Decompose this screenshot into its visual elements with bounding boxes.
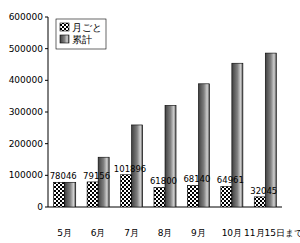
x-tick-label: 6月	[91, 228, 106, 238]
y-tick-label: 600000	[9, 12, 44, 22]
y-tick	[45, 175, 48, 176]
data-label: 79156	[83, 171, 110, 181]
bar	[121, 175, 132, 207]
legend-swatch	[60, 35, 69, 43]
y-tick-label: 100000	[9, 170, 44, 180]
x-tick-label: 8月	[158, 228, 173, 238]
data-label: 32045	[250, 186, 277, 196]
data-label: 64961	[217, 175, 244, 185]
y-tick	[45, 112, 48, 113]
bar	[198, 84, 209, 207]
legend-label: 累計	[72, 34, 92, 45]
x-tick-label: 9月	[191, 228, 206, 238]
y-tick	[45, 143, 48, 144]
y-tick-label: 200000	[9, 139, 44, 149]
bar	[54, 182, 65, 207]
bar	[221, 186, 232, 207]
y-tick-label: 300000	[9, 107, 44, 117]
y-tick-label: 0	[37, 202, 43, 212]
bar	[98, 157, 109, 207]
legend-box	[56, 19, 106, 49]
chart-svg: 0 100000 200000 300000 400000 500000 600000 780…	[0, 0, 300, 243]
x-tick-label: 11月15日まで	[244, 228, 300, 238]
bar	[265, 53, 276, 207]
y-tick	[45, 207, 48, 208]
bar	[187, 185, 198, 207]
y-tick-label: 400000	[9, 75, 44, 85]
legend-label: 月ごと	[72, 22, 102, 33]
legend: 月ごと累計	[56, 19, 106, 49]
bar	[87, 182, 98, 207]
bar	[254, 197, 265, 207]
bars	[54, 53, 277, 207]
y-tick	[45, 48, 48, 49]
data-label: 78046	[50, 171, 77, 181]
data-label: 101896	[114, 164, 146, 174]
legend-swatch	[60, 23, 69, 31]
data-label: 68140	[183, 174, 210, 184]
chart-container: 0 100000 200000 300000 400000 500000 600000 780…	[0, 0, 300, 243]
bar	[154, 187, 165, 207]
data-label: 61800	[150, 176, 177, 186]
bar	[165, 105, 176, 207]
y-tick	[45, 17, 48, 18]
y-tick-label: 500000	[9, 44, 44, 54]
x-tick-label: 5月	[57, 228, 72, 238]
x-tick-label: 10月	[222, 228, 242, 238]
bar	[65, 182, 76, 207]
y-tick	[45, 80, 48, 81]
x-tick-label: 7月	[124, 228, 139, 238]
